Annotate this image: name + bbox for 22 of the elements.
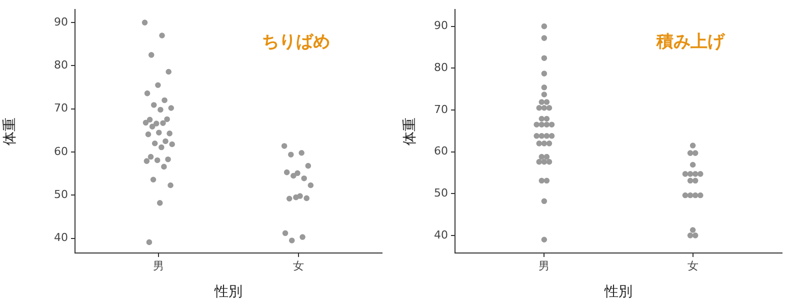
y-tick-label: 80 <box>54 58 68 72</box>
y-tick-label: 40 <box>434 228 448 242</box>
y-axis-title: 体重 <box>2 117 18 146</box>
y-tick-label: 80 <box>434 61 448 74</box>
annotation: ちりばめ <box>262 32 330 52</box>
y-tick-label: 70 <box>434 102 448 116</box>
y-tick-label: 60 <box>434 144 448 158</box>
x-axis-title: 性別 <box>604 284 632 300</box>
x-tick-label: 女 <box>292 259 304 272</box>
x-tick-label: 女 <box>687 259 698 272</box>
x-tick-label: 男 <box>153 259 164 272</box>
y-tick-label: 50 <box>54 188 68 202</box>
x-tick-label: 男 <box>538 259 550 272</box>
y-axis-title: 体重 <box>402 117 418 146</box>
y-tick-label: 60 <box>54 144 68 158</box>
y-tick-label: 90 <box>434 19 448 32</box>
y-tick-label: 70 <box>54 102 68 115</box>
annotation: 積み上げ <box>655 32 726 52</box>
x-axis-title: 性別 <box>214 284 242 300</box>
y-tick-label: 50 <box>434 186 448 200</box>
y-tick-label: 90 <box>54 15 68 28</box>
y-tick-label: 40 <box>54 231 68 244</box>
